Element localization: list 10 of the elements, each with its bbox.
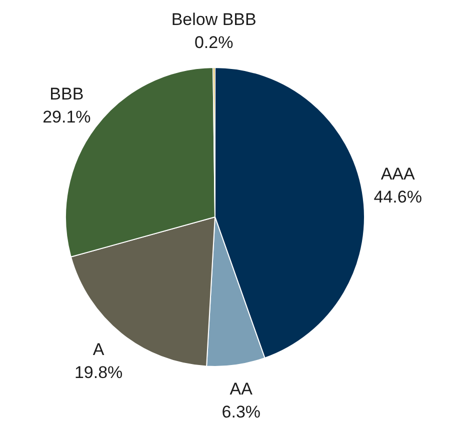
- slice-label: Below BBB: [171, 10, 256, 30]
- data-label: 0.2%: [194, 33, 234, 52]
- data-label: 44.6%: [374, 187, 422, 206]
- slice-label: AA: [230, 379, 254, 398]
- data-label: 19.8%: [74, 363, 123, 382]
- data-label: 29.1%: [42, 107, 91, 126]
- slice-label: A: [92, 340, 105, 360]
- data-label: 6.3%: [222, 402, 261, 422]
- slice-label: AAA: [380, 164, 416, 184]
- slice-label: BBB: [50, 84, 84, 104]
